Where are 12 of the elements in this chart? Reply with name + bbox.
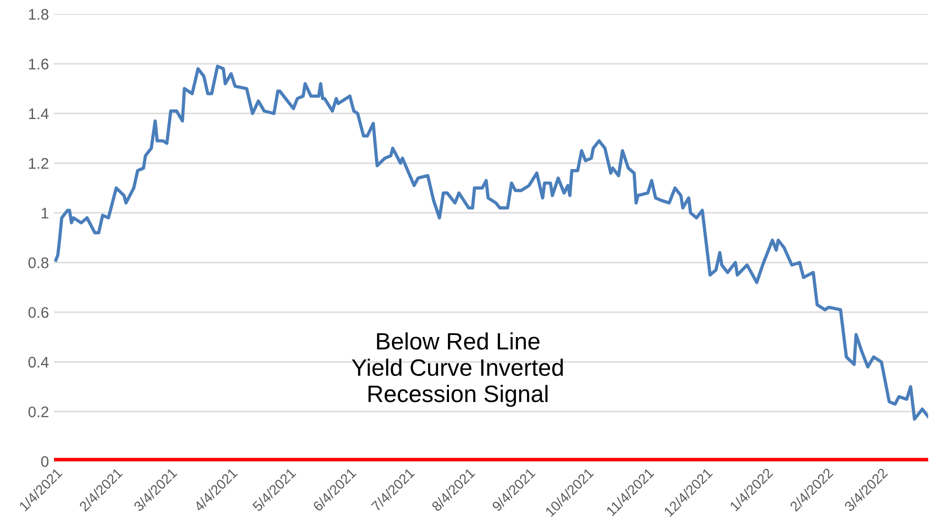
y-tick-label: 1.4 — [29, 108, 49, 120]
y-tick-label: 0.8 — [28, 257, 48, 268]
y-tick-label: 1.8 — [29, 8, 48, 20]
annotation: Below Red Line Yield Curve Inverted Recession Signal — [352, 332, 563, 407]
y-tick-label: 1.2 — [29, 158, 48, 169]
y-tick-label: 0.2 — [28, 406, 48, 418]
y-tick-label: 0.6 — [28, 307, 48, 318]
line-series — [54, 64, 928, 421]
y-tick-label: 0.4 — [28, 356, 49, 368]
y-tick-label: 1.6 — [29, 58, 48, 70]
y-tick-label: 1 — [42, 208, 48, 218]
y-tick-label: 0 — [41, 456, 48, 467]
